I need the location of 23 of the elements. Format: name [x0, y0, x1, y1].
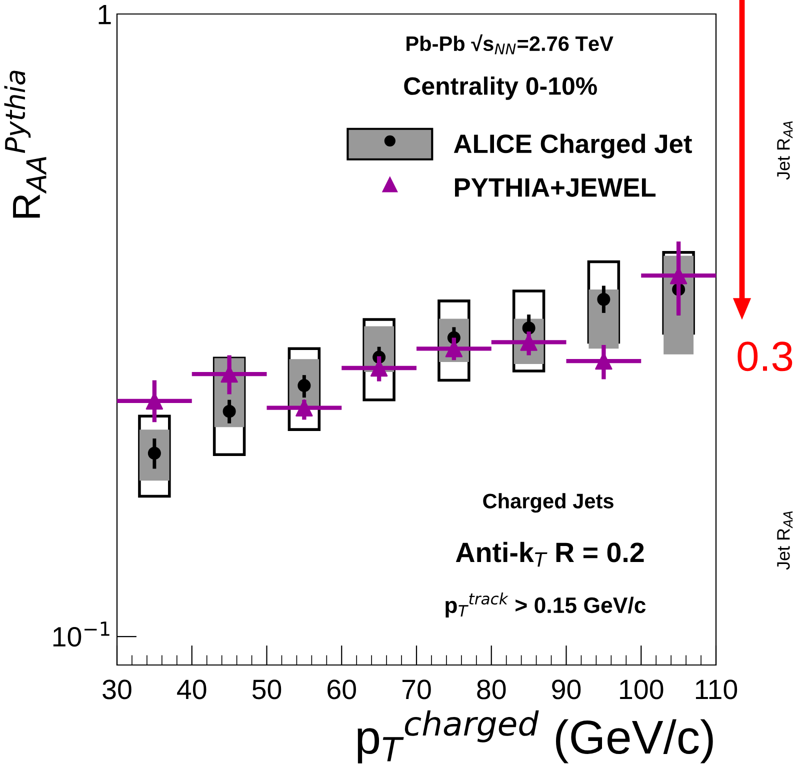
text: 0.3 [738, 342, 792, 372]
x-tick-label: 50 [252, 680, 282, 700]
x-tick-label: 40 [177, 680, 206, 700]
y-tick-label: 1 [98, 4, 111, 24]
annotation: Charged Jets [483, 493, 614, 513]
x-axis-title: p$_{T}$$^{charged}$ (GeV/c) [358, 710, 713, 764]
x-tick-label: 30 [102, 680, 132, 700]
y-axis-title: R$_{AA}$$^{Pythia}$ [4, 70, 46, 218]
y-tick-label: 10$^{−1}$ [53, 622, 110, 647]
x-tick-label: 70 [402, 680, 431, 700]
annotation: Centrality 0-10% [404, 76, 597, 100]
annotation: Anti-k$_{T}$ R = 0.2 [456, 542, 644, 567]
text: Jet R$_{AA}$ [777, 121, 793, 180]
x-tick-label: 110 [696, 680, 738, 700]
annotation: p$_{T}$$^{track}$ > 0.15 GeV/c [446, 592, 646, 618]
x-tick-label: 80 [477, 680, 506, 700]
text: Jet R$_{AA}$ [777, 511, 793, 570]
x-tick-label: 90 [552, 680, 581, 700]
legend-label: PYTHIA+JEWEL [455, 178, 656, 197]
annotation: Pb-Pb √s$_{NN}$=2.76 TeV [406, 34, 614, 54]
legend-label: ALICE Charged Jet [454, 134, 692, 158]
x-tick-label: 60 [328, 680, 356, 700]
x-tick-label: 100 [620, 680, 664, 700]
